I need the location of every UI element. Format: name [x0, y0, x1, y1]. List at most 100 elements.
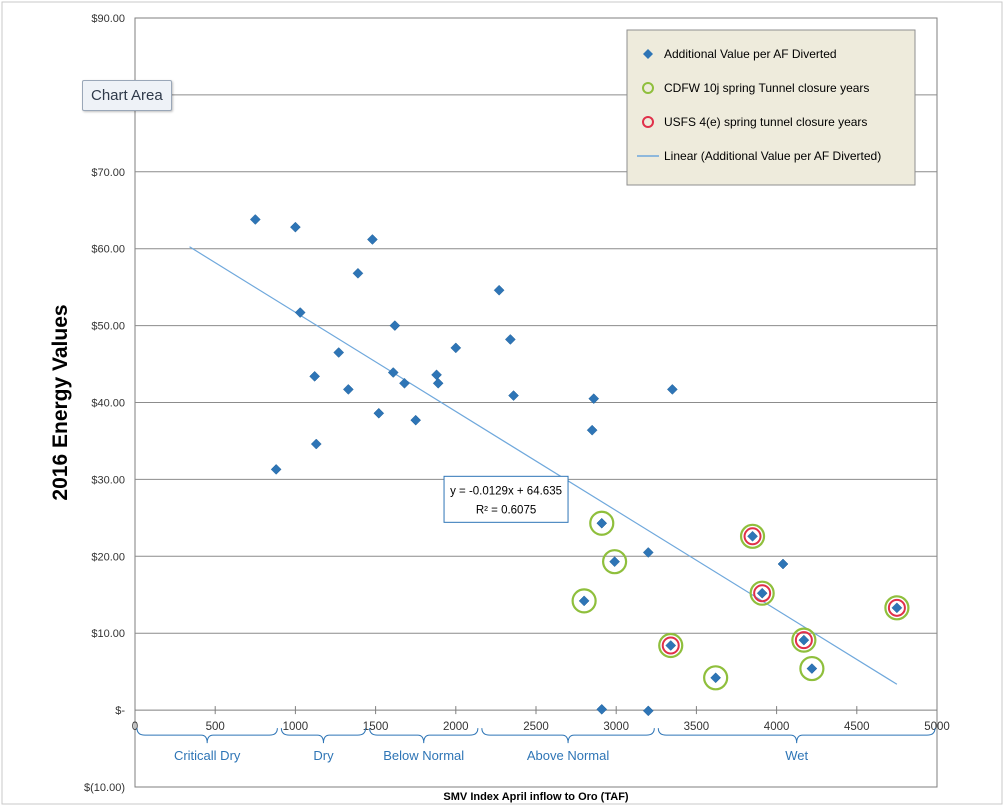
data-point: [389, 320, 401, 331]
data-point: [756, 587, 768, 599]
y-tick-label: $-: [115, 705, 125, 717]
data-point: [596, 703, 608, 715]
data-point: [609, 556, 620, 568]
data-point: [387, 367, 399, 378]
y-tick-label: $70.00: [91, 167, 125, 179]
y-tick-label: $40.00: [91, 398, 125, 410]
legend-label: Additional Value per AF Diverted: [664, 47, 837, 61]
data-point: [399, 377, 410, 389]
usfs-closure-circle: [753, 584, 772, 603]
data-point: [342, 384, 354, 395]
data-point: [586, 424, 598, 436]
data-point: [642, 547, 654, 558]
x-tick-label: 0: [132, 721, 138, 733]
r-squared-text: R² = 0.6075: [476, 504, 536, 516]
year-type-bracket: [280, 728, 367, 744]
y-tick-label: $90.00: [91, 13, 125, 25]
year-type-label: Below Normal: [383, 748, 464, 763]
data-point: [294, 307, 306, 318]
legend-marker-circle: [642, 116, 654, 128]
data-point: [747, 530, 758, 542]
data-point: [432, 377, 444, 389]
data-point: [410, 414, 422, 426]
data-point: [504, 334, 516, 345]
data-point: [373, 407, 385, 419]
year-type-label: Dry: [313, 748, 334, 763]
usfs-closure-circle: [887, 598, 906, 617]
x-tick-label: 3500: [684, 721, 710, 733]
y-tick-label: $10.00: [91, 628, 125, 640]
data-point: [493, 284, 505, 296]
legend-label: CDFW 10j spring Tunnel closure years: [664, 81, 869, 95]
usfs-closure-circle: [794, 631, 813, 650]
y-tick-label: $30.00: [91, 474, 125, 486]
equation-box: [443, 475, 569, 523]
data-point: [367, 234, 378, 245]
cdfw-closure-circle: [658, 632, 684, 659]
x-tick-label: 5000: [924, 721, 950, 733]
trendline: [189, 246, 898, 685]
cdfw-closure-circle: [791, 627, 817, 653]
data-point: [798, 634, 810, 646]
year-type-bracket: [136, 728, 278, 744]
data-point: [665, 640, 677, 651]
data-point: [352, 267, 364, 279]
legend-marker-diamond: [643, 49, 653, 59]
year-type-bracket: [657, 728, 936, 744]
data-point: [249, 214, 261, 225]
data-point: [666, 384, 678, 395]
year-type-label: Criticall Dry: [174, 748, 241, 763]
x-tick-label: 2500: [523, 721, 549, 733]
data-point: [333, 347, 345, 358]
cdfw-closure-circle: [739, 523, 766, 549]
data-point: [290, 221, 301, 233]
x-tick-label: 1500: [363, 721, 389, 733]
x-tick-label: 4000: [764, 721, 790, 733]
data-point: [309, 371, 321, 382]
year-type-bracket: [369, 728, 479, 744]
x-tick-label: 1000: [283, 721, 309, 733]
legend-label: USFS 4(e) spring tunnel closure years: [664, 115, 867, 129]
data-point: [270, 464, 282, 475]
y-axis-title: 2016 Energy Values: [49, 304, 72, 500]
data-point: [710, 672, 722, 684]
data-point: [806, 663, 818, 674]
x-tick-label: 4500: [844, 721, 870, 733]
equation-text: y = -0.0129x + 64.635: [450, 485, 562, 497]
data-point: [891, 602, 903, 614]
usfs-closure-circle: [743, 527, 762, 546]
y-tick-label: $20.00: [91, 551, 125, 563]
cdfw-closure-circle: [589, 510, 615, 536]
usfs-closure-circle: [661, 636, 680, 655]
legend-label: Linear (Additional Value per AF Diverted…: [664, 149, 881, 163]
data-point: [508, 390, 519, 401]
x-tick-label: 500: [206, 721, 225, 733]
y-tick-label: $(10.00): [84, 782, 125, 794]
x-tick-label: 3000: [603, 721, 629, 733]
data-point: [578, 595, 590, 607]
data-point: [596, 517, 608, 529]
x-axis-title: SMV Index April inflow to Oro (TAF): [443, 791, 628, 803]
data-point: [777, 558, 789, 570]
cdfw-closure-circle: [749, 580, 775, 606]
x-tick-label: 2000: [443, 721, 469, 733]
year-type-label: Wet: [785, 748, 808, 763]
cdfw-closure-circle: [799, 655, 825, 682]
legend-marker-circle: [642, 82, 654, 94]
y-tick-label: $50.00: [91, 321, 125, 333]
cdfw-closure-circle: [703, 665, 729, 691]
data-point: [588, 393, 600, 405]
cdfw-closure-circle: [571, 588, 597, 614]
chart-area-tooltip: Chart Area: [82, 80, 172, 111]
year-type-bracket: [481, 728, 655, 744]
cdfw-closure-circle: [601, 549, 628, 575]
legend-box: [626, 29, 916, 186]
data-point: [310, 438, 322, 450]
data-point: [642, 705, 654, 717]
y-tick-label: $60.00: [91, 244, 125, 256]
cdfw-closure-circle: [884, 595, 910, 621]
year-type-label: Above Normal: [527, 748, 609, 763]
data-point: [450, 342, 462, 354]
